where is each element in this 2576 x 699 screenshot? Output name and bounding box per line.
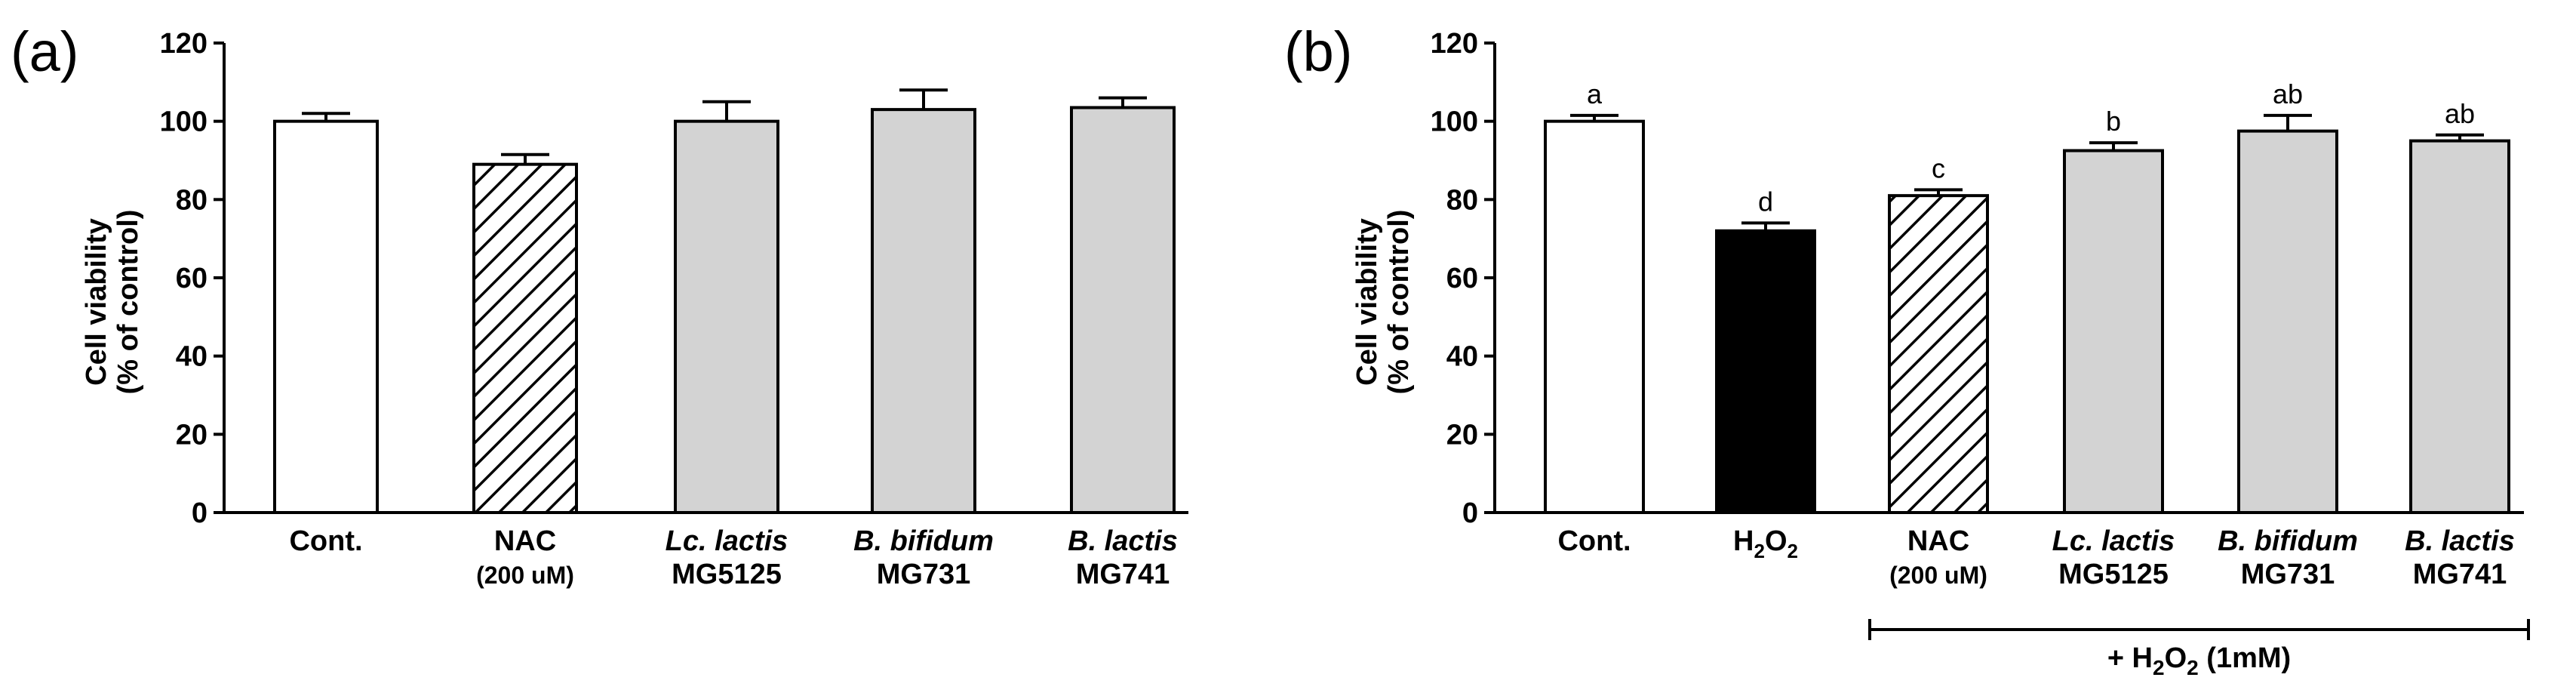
panel-a-x-tick-label: (200 uM) [476, 562, 574, 589]
panel-b-significance-label: ab [2445, 98, 2475, 129]
panel-b-y-tick-label: 40 [1446, 341, 1478, 373]
panel-b-y-tick-label: 60 [1446, 263, 1478, 294]
panel-b-bar [1888, 194, 1989, 514]
panel-b-bar [2063, 149, 2164, 515]
panel-b-x-tick-label: NAC [1907, 525, 1969, 557]
panel-a-x-tick-label: B. lactis [1068, 525, 1178, 557]
panel-b-y-tick-label: 100 [1431, 106, 1478, 138]
panel-b-bar [2409, 139, 2510, 514]
panel-b-x-tick-label: Cont. [1557, 525, 1631, 557]
panel-a-label: (a) [11, 20, 78, 83]
panel-b-y-axis-label-line1: Cell viability [1351, 218, 1383, 386]
panel-a-y-axis-label-line2: (% of control) [112, 210, 144, 395]
panel-b-bracket-label-subscript: 2 [2153, 656, 2165, 679]
panel-b-x-tick-label: MG731 [2241, 559, 2335, 590]
panel-b-label: (b) [1284, 20, 1352, 83]
panel-a-bar [472, 162, 578, 515]
panel-b-bracket-label: + H2O2 (1mM) [2107, 642, 2291, 679]
panel-b-x-tick-label: H2O2 [1733, 525, 1798, 562]
panel-a-y-axis-label: Cell viability (% of control) [81, 210, 144, 395]
panel-b-bracket-label-part: + H [2107, 642, 2153, 674]
panel-b-significance-label: c [1932, 152, 1945, 183]
panel-b-x-tick-label: B. bifidum [2218, 525, 2358, 557]
panel-a-bar [273, 119, 379, 514]
panel-b-x-tick-label: MG5125 [2058, 559, 2169, 590]
panel-b-bar [1715, 229, 1816, 514]
panel-b-y-tick-label: 80 [1446, 184, 1478, 216]
panel-b-x-tick-label: B. lactis [2405, 525, 2515, 557]
panel-a-y-tick-label: 80 [176, 184, 207, 216]
panel-a-y-tick-label: 60 [176, 263, 207, 294]
panel-a-bar [871, 108, 976, 515]
panel-b-x-tick-label-subscript: 2 [1788, 540, 1798, 562]
panel-b-x-tick-label-part: O [1765, 525, 1788, 557]
panel-a-x-tick-label: MG5125 [672, 559, 782, 590]
panel-b-bar [1544, 119, 1645, 514]
panel-b-y-tick-label: 0 [1462, 497, 1478, 529]
panel-a-y-axis-label-line1: Cell viability [81, 218, 112, 386]
panel-b-bar [2237, 129, 2338, 514]
panel-a-chart: (a) Cell viability (% of control) 0 20 40 6… [11, 20, 1188, 590]
panel-b-x-tick-label-subscript: 2 [1754, 540, 1764, 562]
panel-a-bar [1070, 106, 1176, 514]
panel-b-bracket-label-subscript: 2 [2187, 656, 2199, 679]
panel-b-chart: (b) Cell viability (% of control) 0 20 40 6… [1284, 20, 2530, 679]
panel-b-y-tick-label: 20 [1446, 419, 1478, 451]
panel-b-bracket-label-part: (1mM) [2199, 642, 2291, 674]
panel-b-x-tick-label: MG741 [2413, 559, 2507, 590]
panel-b-y-axis-label-line2: (% of control) [1383, 210, 1415, 395]
panel-b-bracket-label-part: O [2165, 642, 2187, 674]
panel-a-y-tick-label: 100 [160, 106, 207, 138]
panel-a-x-tick-label: B. bifidum [853, 525, 994, 557]
panel-a-x-tick-label: MG731 [877, 559, 971, 590]
panel-a-bar [674, 119, 779, 514]
panel-b-x-tick-label: (200 uM) [1889, 562, 1987, 589]
panel-b-x-tick-label-part: H [1733, 525, 1754, 557]
panel-a-x-tick-label: Cont. [289, 525, 362, 557]
panel-a-y-tick-label: 40 [176, 341, 207, 373]
panel-b-x-tick-label: Lc. lactis [2052, 525, 2175, 557]
panel-b-y-axis-label: Cell viability (% of control) [1351, 210, 1415, 395]
panel-a-y-tick-label: 120 [160, 28, 207, 60]
panel-b-y-tick-label: 120 [1431, 28, 1478, 60]
panel-b-significance-label: b [2106, 106, 2121, 137]
panel-a-y-tick-label: 0 [192, 497, 207, 529]
panel-a-y-tick-label: 20 [176, 419, 207, 451]
panel-b-significance-label: ab [2273, 79, 2303, 109]
panel-b-significance-label: d [1758, 186, 1773, 217]
panel-b-significance-label: a [1587, 79, 1603, 109]
panel-a-x-tick-label: NAC [494, 525, 556, 557]
panel-a-x-tick-label: MG741 [1076, 559, 1170, 590]
panel-a-x-tick-label: Lc. lactis [666, 525, 788, 557]
